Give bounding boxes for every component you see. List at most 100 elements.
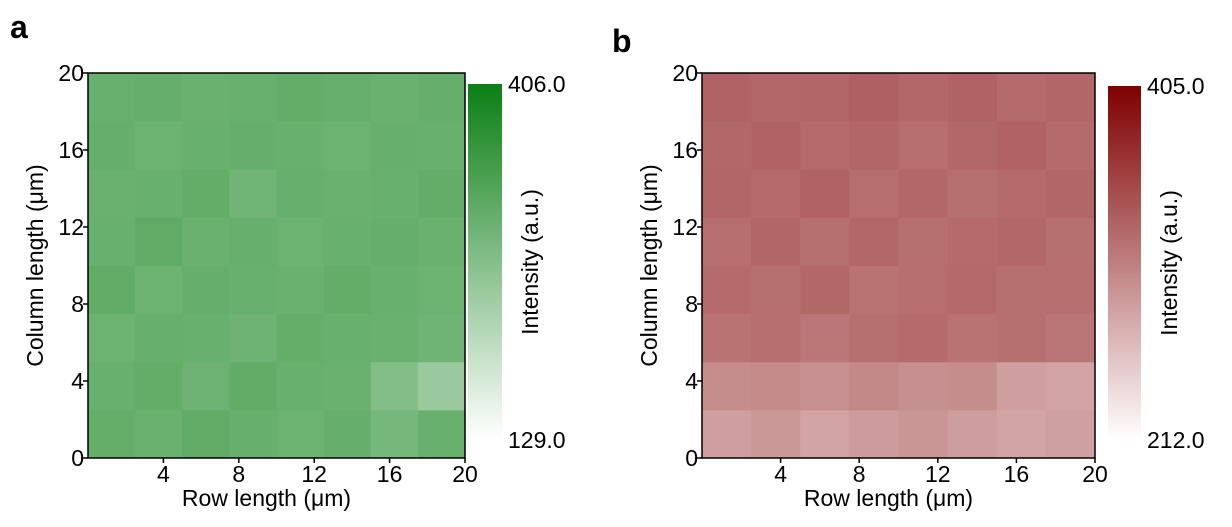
y-tick-label: 8 xyxy=(685,291,698,317)
heatmap-cell xyxy=(417,361,466,411)
heatmap-cell xyxy=(88,409,136,459)
plot-frame xyxy=(701,72,1096,459)
x-tick-label: 12 xyxy=(925,461,951,487)
heatmap-cell xyxy=(182,73,230,122)
heatmap-cell xyxy=(1045,217,1096,266)
heatmap-cell xyxy=(1045,169,1096,218)
y-tick-label: 4 xyxy=(71,368,84,394)
heatmap-cell xyxy=(898,169,949,218)
x-tick-label: 8 xyxy=(232,461,245,487)
heatmap-cell xyxy=(323,73,372,122)
heatmap-cell xyxy=(135,409,183,459)
colorbar-tick-label: 406.0 xyxy=(508,71,566,97)
heatmap-cell xyxy=(849,217,899,266)
heatmap-cell xyxy=(849,313,899,363)
heatmap-cell xyxy=(229,217,277,266)
heatmap-cell xyxy=(182,409,230,459)
heatmap-cell xyxy=(276,217,325,266)
heatmap-cell xyxy=(751,217,801,266)
heatmap-cell xyxy=(702,265,752,315)
x-tick-label: 12 xyxy=(301,461,327,487)
heatmap-cell xyxy=(417,313,466,363)
heatmap-cell xyxy=(996,121,1047,170)
heatmap-cell xyxy=(996,217,1047,266)
plot-frame xyxy=(87,72,466,459)
heatmap-cell xyxy=(800,169,850,218)
heatmap-cell xyxy=(996,361,1047,411)
colorbar xyxy=(468,84,502,440)
heatmap-cell xyxy=(898,409,949,459)
y-tick-label: 16 xyxy=(672,137,698,163)
heatmap-cell xyxy=(996,73,1047,122)
heatmap-cell xyxy=(947,169,998,218)
heatmap-cell xyxy=(898,265,949,315)
heatmap-cell xyxy=(702,121,752,170)
y-tick-label: 8 xyxy=(71,291,84,317)
heatmap-cell xyxy=(229,313,277,363)
heatmap-cell xyxy=(182,361,230,411)
heatmap-cell xyxy=(417,73,466,122)
heatmap-cell xyxy=(229,265,277,315)
x-tick-label: 20 xyxy=(452,461,478,487)
heatmap-cell xyxy=(1045,265,1096,315)
heatmap-cell xyxy=(276,409,325,459)
y-tick-label: 12 xyxy=(672,214,698,240)
heatmap-cell xyxy=(276,73,325,122)
heatmap-cell xyxy=(947,265,998,315)
heatmap-cell xyxy=(229,409,277,459)
heatmap-cell xyxy=(947,217,998,266)
heatmap-cell xyxy=(751,121,801,170)
heatmap-cell xyxy=(370,217,419,266)
heatmap-cell xyxy=(182,217,230,266)
heatmap-cell xyxy=(800,265,850,315)
heatmap-cell xyxy=(88,217,136,266)
y-axis-title: Column length (μm) xyxy=(636,164,662,366)
colorbar-tick-label: 405.0 xyxy=(1147,73,1205,99)
heatmap-cell xyxy=(751,169,801,218)
heatmap-cell xyxy=(135,265,183,315)
heatmap-cell xyxy=(800,73,850,122)
y-tick-label: 4 xyxy=(685,368,698,394)
heatmap-cell xyxy=(276,313,325,363)
heatmap-cell xyxy=(276,361,325,411)
heatmap-cell xyxy=(800,217,850,266)
heatmap-cell xyxy=(751,409,801,459)
heatmap-cell xyxy=(702,169,752,218)
heatmap-cell xyxy=(751,265,801,315)
heatmap-cell xyxy=(947,361,998,411)
heatmap-cell xyxy=(996,313,1047,363)
heatmap-cell xyxy=(182,169,230,218)
colorbar-title: Intensity (a.u.) xyxy=(517,189,543,335)
heatmap-cell xyxy=(417,265,466,315)
heatmap-cell xyxy=(849,409,899,459)
colorbar-tick-label: 129.0 xyxy=(508,427,566,453)
heatmap-cell xyxy=(370,409,419,459)
heatmap-cell xyxy=(88,73,136,122)
heatmap-cell xyxy=(370,313,419,363)
heatmap-cell xyxy=(417,169,466,218)
heatmap-cell xyxy=(996,265,1047,315)
heatmap-cell xyxy=(849,169,899,218)
heatmap-cell xyxy=(898,121,949,170)
heatmap-cell xyxy=(751,361,801,411)
heatmap-cell xyxy=(417,121,466,170)
y-tick-label: 12 xyxy=(58,214,84,240)
x-tick-label: 4 xyxy=(157,461,170,487)
heatmap-cell xyxy=(800,313,850,363)
heatmap-cell xyxy=(323,313,372,363)
heatmap-cell xyxy=(276,265,325,315)
x-axis-title: Row length (μm) xyxy=(182,485,351,511)
y-tick-label: 20 xyxy=(672,60,698,86)
x-tick-label: 16 xyxy=(377,461,403,487)
panel-label: a xyxy=(10,9,28,45)
heatmap-cell xyxy=(800,361,850,411)
colorbar-title: Intensity (a.u.) xyxy=(1156,190,1182,336)
heatmap-cell xyxy=(800,121,850,170)
heatmap-cell xyxy=(88,265,136,315)
heatmap-cell xyxy=(135,313,183,363)
heatmap-cell xyxy=(947,121,998,170)
heatmap-cell xyxy=(229,361,277,411)
heatmap-cell xyxy=(323,217,372,266)
heatmap-cell xyxy=(898,73,949,122)
x-tick-label: 20 xyxy=(1082,461,1108,487)
